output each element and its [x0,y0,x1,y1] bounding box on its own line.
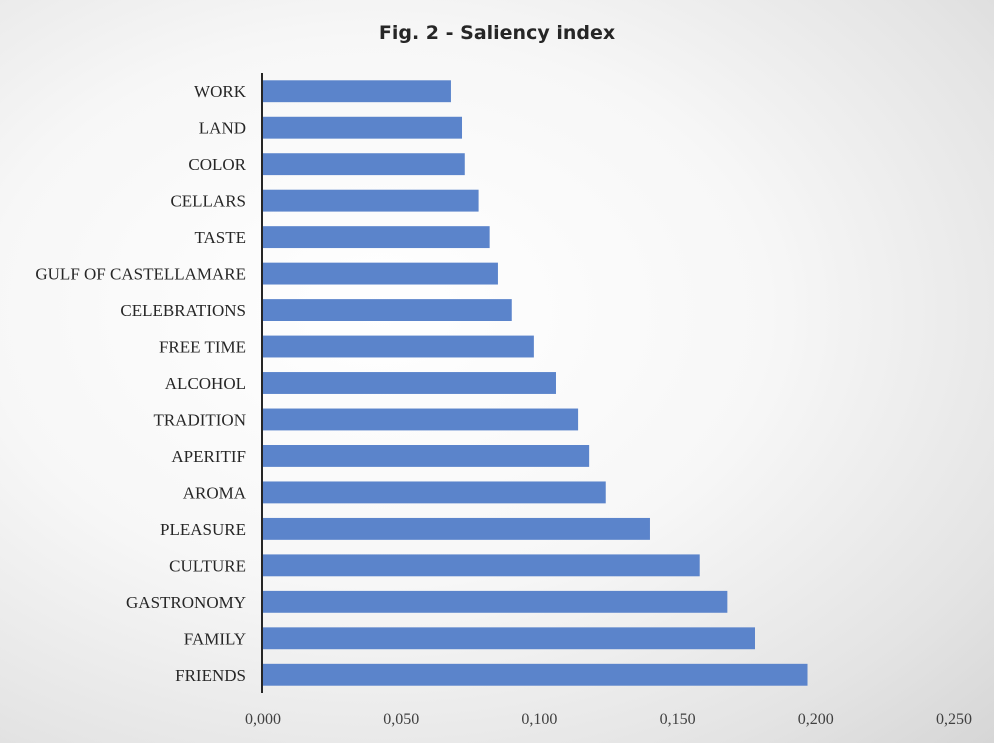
category-label: TASTE [194,228,246,247]
bar-cellars [263,189,479,212]
x-tick-label: 0,250 [936,711,972,728]
category-label: CELEBRATIONS [120,301,246,320]
bar-color [263,153,465,176]
category-label: PLEASURE [160,520,246,539]
category-label: CELLARS [170,192,246,211]
bar-pleasure [263,517,650,540]
category-label: APERITIF [171,447,246,466]
bars-layer [263,80,808,686]
category-label: FRIENDS [175,666,246,685]
bar-land [263,116,463,139]
category-label: AROMA [183,483,247,502]
bar-gastronomy [263,590,728,613]
x-tick-label: 0,050 [383,711,419,728]
category-label: GULF OF CASTELLAMARE [35,265,246,284]
category-labels: FRIENDS FAMILY GASTRONOMY CULTURE PLEASURE AR… [35,82,246,685]
category-label: ALCOHOL [165,374,246,393]
category-label: TRADITION [153,410,246,429]
category-label: FREE TIME [159,338,246,357]
category-label: CULTURE [169,556,246,575]
bar-taste [263,226,490,249]
x-tick-label: 0,100 [521,711,557,728]
bar-family [263,627,755,650]
bar-celebrations [263,299,512,321]
bar-gulf-of-castellamare [263,262,498,285]
bar-tradition [263,408,579,431]
x-tick-label: 0,150 [660,711,696,728]
x-tick-label: 0,000 [245,711,281,728]
x-axis-ticks: 0,000 0,050 0,100 0,150 0,200 0,250 [245,711,972,728]
x-tick-label: 0,200 [798,711,834,728]
category-label: GASTRONOMY [126,593,246,612]
bar-free-time [263,335,534,358]
category-label: FAMILY [184,629,246,648]
bar-work [263,80,451,103]
category-label: LAND [199,119,246,138]
chart-title: Fig. 2 - Saliency index [379,22,615,44]
bar-alcohol [263,372,556,394]
bar-friends [263,663,808,686]
bar-aperitif [263,445,590,467]
bar-culture [263,554,700,577]
bar-aroma [263,481,606,504]
category-label: COLOR [188,155,246,174]
category-label: WORK [194,82,247,101]
